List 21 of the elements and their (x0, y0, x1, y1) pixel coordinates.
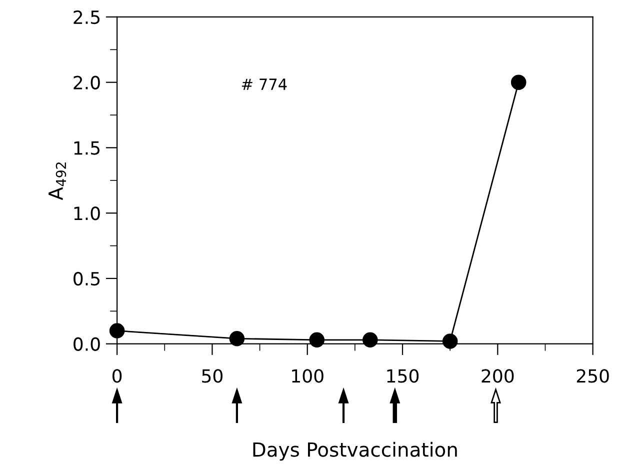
y-tick-label: 2.0 (74, 76, 100, 90)
point (510, 74, 526, 90)
point (309, 332, 325, 348)
y-tick-label: 0.5 (74, 272, 100, 286)
x-tick-label: 100 (292, 369, 324, 383)
x-tick-label: 50 (202, 369, 223, 383)
point (442, 334, 458, 349)
x-tick-label: 250 (576, 369, 609, 383)
x-tick-label: 150 (387, 369, 419, 383)
y-tick-label: 1.5 (74, 141, 100, 155)
annotation: # 774 (242, 78, 287, 90)
y-axis-title: A$_{492}$ (48, 162, 66, 200)
y-tick-label: 1.0 (74, 206, 100, 220)
point (362, 332, 378, 348)
point (229, 330, 245, 346)
x-tick-label: 0 (112, 369, 122, 383)
x-tick-label: 200 (482, 369, 514, 383)
y-tick-label: 0.0 (74, 337, 100, 351)
point (109, 323, 125, 338)
y-tick-label: 2.5 (74, 10, 100, 24)
x-axis-title: Days Postvaccination (253, 442, 457, 461)
